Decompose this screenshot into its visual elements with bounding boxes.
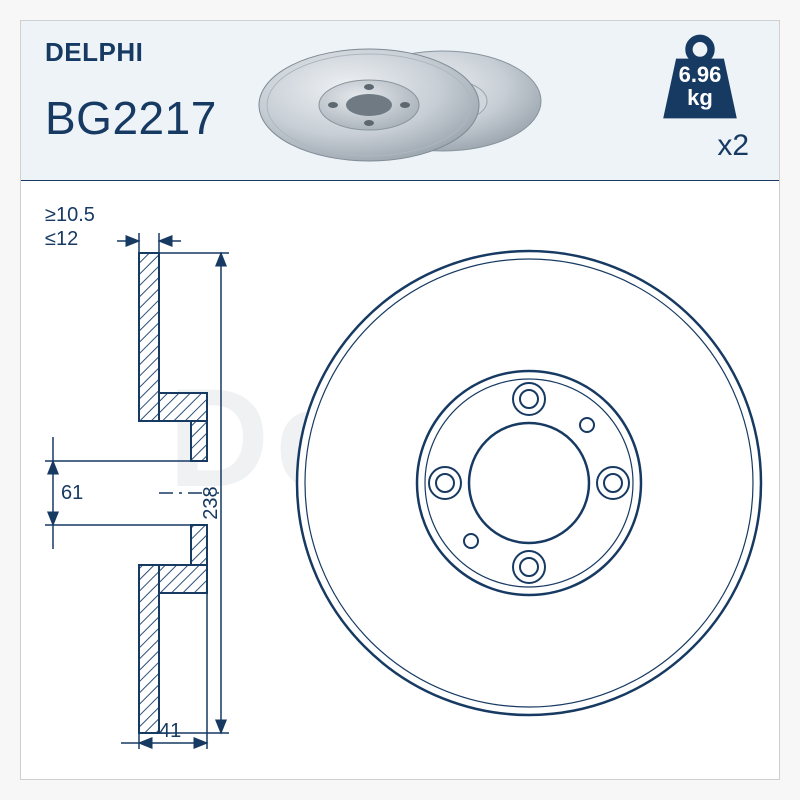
quantity-label: x2	[645, 129, 755, 163]
dim-thickness-min: ≥10.5	[45, 204, 95, 226]
weight-value: 6.96 kg	[654, 63, 746, 109]
section-view: ≥10.5 ≤12 238 61 41	[39, 193, 269, 753]
weight-icon: 6.96 kg	[654, 31, 746, 123]
dim-hub-diameter: 61	[61, 482, 83, 504]
weight-number: 6.96	[679, 62, 722, 87]
face-view	[289, 213, 769, 753]
dim-outer-diameter: 238	[200, 486, 222, 519]
product-image	[251, 27, 551, 175]
part-number: BG2217	[45, 91, 217, 145]
weight-unit: kg	[687, 85, 713, 110]
brand-name: DELPHI	[45, 37, 143, 68]
dim-thickness-max: ≤12	[45, 228, 78, 250]
dim-height: 41	[159, 720, 181, 742]
product-card: Delphi DELPHI BG2217	[20, 20, 780, 780]
header: DELPHI BG2217	[21, 21, 779, 181]
technical-drawing: ≥10.5 ≤12 238 61 41	[21, 181, 779, 779]
weight-box: 6.96 kg x2	[645, 31, 755, 163]
